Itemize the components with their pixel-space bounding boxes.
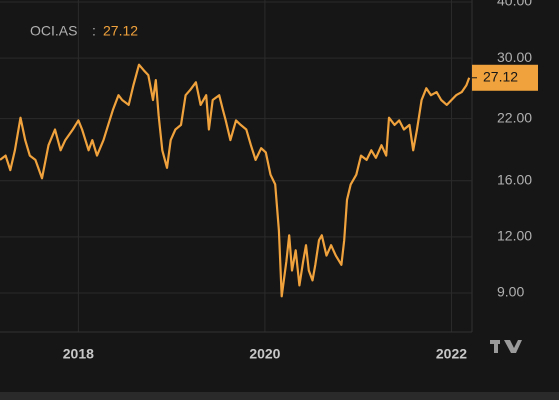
price-tag-box xyxy=(472,64,538,91)
y-tick-label: 9.00 xyxy=(497,284,524,300)
y-tick-label: 22.00 xyxy=(497,109,532,125)
scrollbar xyxy=(0,392,559,400)
x-tick-label: 2020 xyxy=(249,346,280,362)
y-tick-label: 16.00 xyxy=(497,171,532,187)
y-tick-label: 30.00 xyxy=(497,49,532,65)
separator: : xyxy=(92,23,96,39)
price-tag-label: 27.12 xyxy=(483,68,518,84)
last-value: 27.12 xyxy=(103,23,138,39)
logo xyxy=(490,340,522,353)
price-tag: 27.12 xyxy=(472,64,538,91)
x-tick-label: 2022 xyxy=(436,346,467,362)
x-tick-label: 2018 xyxy=(63,346,94,362)
price-line xyxy=(0,63,471,298)
y-tick-label: 40.00 xyxy=(497,0,532,9)
symbol: OCI.AS xyxy=(30,23,77,39)
y-tick-label: 12.00 xyxy=(497,228,532,244)
